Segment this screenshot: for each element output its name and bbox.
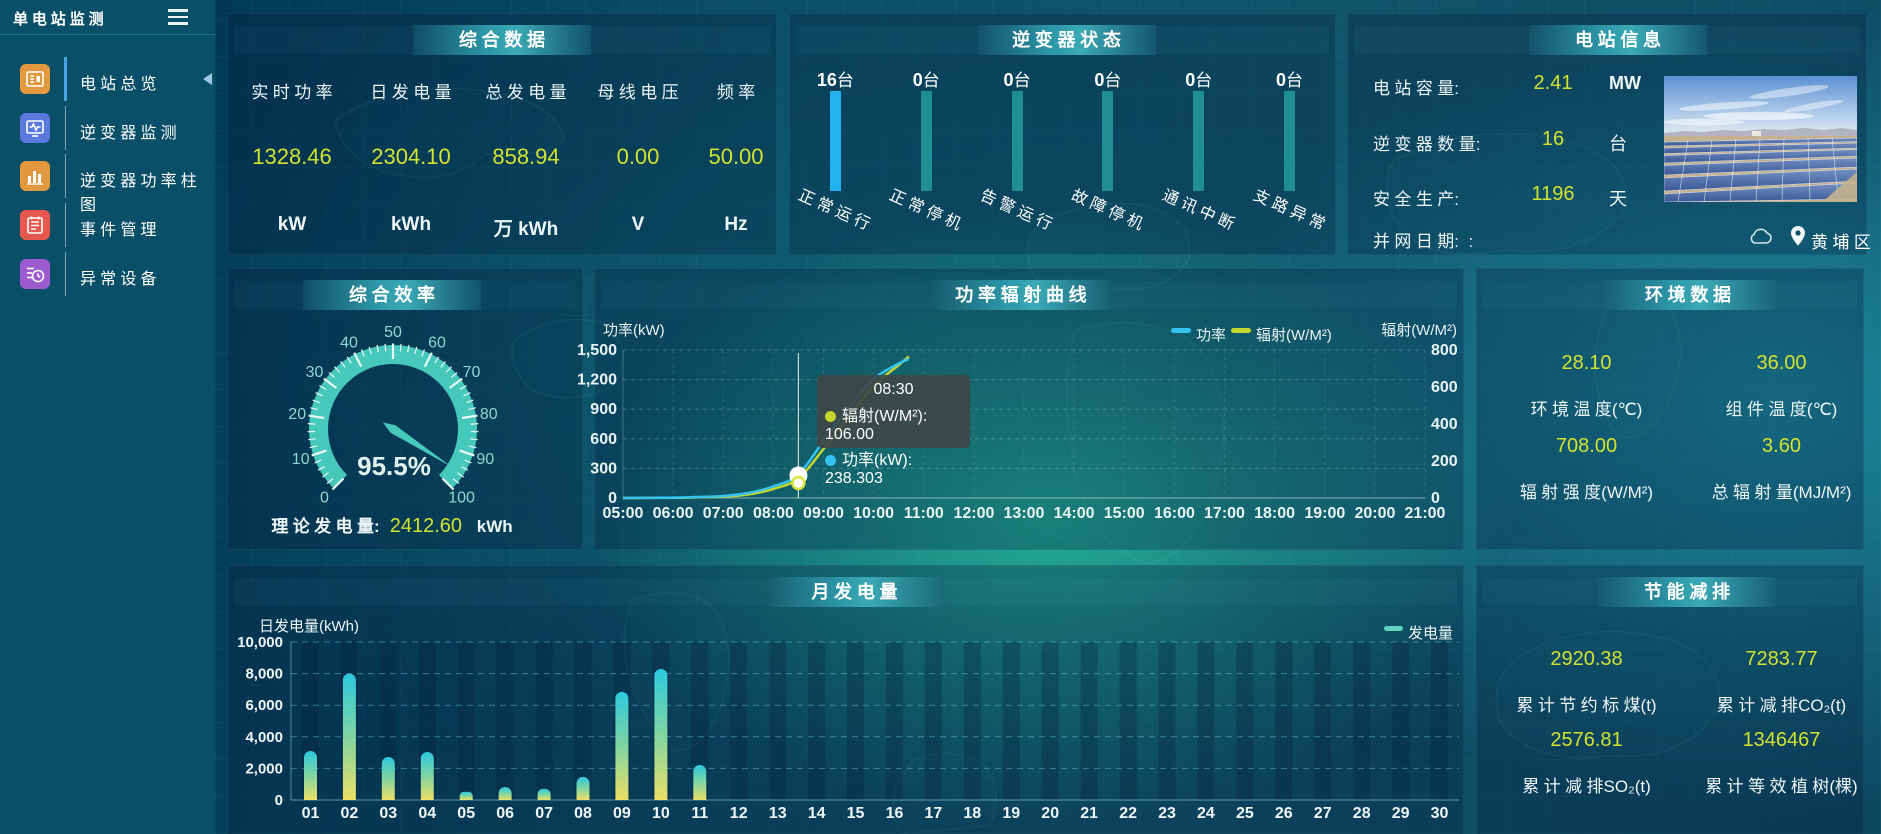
svg-text:09: 09 bbox=[613, 805, 631, 822]
svg-text:0: 0 bbox=[1431, 490, 1440, 507]
svg-text:22: 22 bbox=[1119, 805, 1137, 822]
svg-text:13:00: 13:00 bbox=[1004, 505, 1045, 522]
svg-text:26: 26 bbox=[1275, 805, 1293, 822]
svg-text:95.5%: 95.5% bbox=[357, 451, 431, 481]
svg-text:20: 20 bbox=[1041, 805, 1059, 822]
svg-text:27: 27 bbox=[1314, 805, 1332, 822]
svg-text:功率: 功率 bbox=[1196, 327, 1226, 344]
svg-text:09:00: 09:00 bbox=[803, 505, 844, 522]
svg-text:29: 29 bbox=[1392, 805, 1410, 822]
svg-text:发电量: 发电量 bbox=[1408, 625, 1453, 642]
svg-text:07: 07 bbox=[535, 805, 553, 822]
svg-text:11: 11 bbox=[691, 805, 708, 822]
svg-text:800: 800 bbox=[1431, 342, 1458, 359]
svg-text:0: 0 bbox=[608, 490, 617, 507]
svg-text:25: 25 bbox=[1236, 805, 1254, 822]
svg-text:30: 30 bbox=[1431, 805, 1449, 822]
svg-text:6,000: 6,000 bbox=[245, 697, 283, 714]
svg-text:28: 28 bbox=[1353, 805, 1371, 822]
svg-text:20: 20 bbox=[288, 406, 306, 423]
svg-text:40: 40 bbox=[340, 335, 358, 352]
svg-text:24: 24 bbox=[1197, 805, 1215, 822]
svg-text:01: 01 bbox=[302, 805, 320, 822]
svg-text:18: 18 bbox=[963, 805, 981, 822]
svg-text:600: 600 bbox=[590, 431, 617, 448]
svg-text:70: 70 bbox=[463, 364, 481, 381]
svg-text:20:00: 20:00 bbox=[1354, 505, 1395, 522]
svg-text:17: 17 bbox=[925, 805, 943, 822]
svg-text:8,000: 8,000 bbox=[245, 666, 283, 683]
svg-text:600: 600 bbox=[1431, 379, 1458, 396]
svg-text:03: 03 bbox=[379, 805, 397, 822]
svg-text:12: 12 bbox=[730, 805, 748, 822]
svg-text:07:00: 07:00 bbox=[703, 505, 744, 522]
svg-text:16:00: 16:00 bbox=[1154, 505, 1195, 522]
svg-text:10: 10 bbox=[652, 805, 670, 822]
svg-text:50: 50 bbox=[384, 324, 402, 341]
svg-text:60: 60 bbox=[428, 335, 446, 352]
svg-text:05: 05 bbox=[457, 805, 475, 822]
svg-text:300: 300 bbox=[590, 460, 617, 477]
svg-text:功率(kW): 功率(kW) bbox=[603, 322, 665, 339]
svg-text:4,000: 4,000 bbox=[245, 729, 283, 746]
svg-text:18:00: 18:00 bbox=[1254, 505, 1295, 522]
svg-text:10: 10 bbox=[292, 451, 310, 468]
svg-text:14:00: 14:00 bbox=[1054, 505, 1095, 522]
svg-text:14: 14 bbox=[808, 805, 826, 822]
svg-text:30: 30 bbox=[306, 364, 324, 381]
svg-text:80: 80 bbox=[480, 406, 498, 423]
svg-text:16: 16 bbox=[886, 805, 904, 822]
svg-text:08: 08 bbox=[574, 805, 592, 822]
svg-text:04: 04 bbox=[418, 805, 436, 822]
svg-text:10,000: 10,000 bbox=[237, 634, 283, 651]
svg-text:1,500: 1,500 bbox=[577, 342, 617, 359]
svg-text:2,000: 2,000 bbox=[245, 760, 283, 777]
svg-text:19:00: 19:00 bbox=[1304, 505, 1345, 522]
svg-text:1,200: 1,200 bbox=[577, 372, 617, 389]
svg-text:辐射(W/M²): 辐射(W/M²) bbox=[1256, 327, 1332, 344]
svg-text:06:00: 06:00 bbox=[653, 505, 694, 522]
svg-text:400: 400 bbox=[1431, 416, 1458, 433]
svg-text:100: 100 bbox=[448, 490, 475, 507]
svg-text:15: 15 bbox=[847, 805, 865, 822]
svg-text:23: 23 bbox=[1158, 805, 1176, 822]
svg-text:06: 06 bbox=[496, 805, 514, 822]
svg-text:15:00: 15:00 bbox=[1104, 505, 1145, 522]
svg-text:12:00: 12:00 bbox=[953, 505, 994, 522]
svg-text:10:00: 10:00 bbox=[853, 505, 894, 522]
svg-text:200: 200 bbox=[1431, 453, 1458, 470]
svg-text:02: 02 bbox=[341, 805, 359, 822]
svg-text:19: 19 bbox=[1002, 805, 1020, 822]
svg-text:21:00: 21:00 bbox=[1405, 505, 1446, 522]
svg-text:辐射(W/M²): 辐射(W/M²) bbox=[1381, 322, 1457, 339]
svg-text:90: 90 bbox=[476, 451, 494, 468]
svg-text:0: 0 bbox=[275, 792, 283, 809]
svg-text:11:00: 11:00 bbox=[904, 505, 944, 522]
svg-text:17:00: 17:00 bbox=[1204, 505, 1245, 522]
svg-text:日发电量(kWh): 日发电量(kWh) bbox=[259, 618, 359, 635]
svg-text:08:00: 08:00 bbox=[753, 505, 794, 522]
svg-text:900: 900 bbox=[590, 401, 617, 418]
svg-text:05:00: 05:00 bbox=[603, 505, 644, 522]
svg-text:13: 13 bbox=[769, 805, 787, 822]
svg-text:21: 21 bbox=[1080, 805, 1098, 822]
svg-text:0: 0 bbox=[320, 490, 329, 507]
